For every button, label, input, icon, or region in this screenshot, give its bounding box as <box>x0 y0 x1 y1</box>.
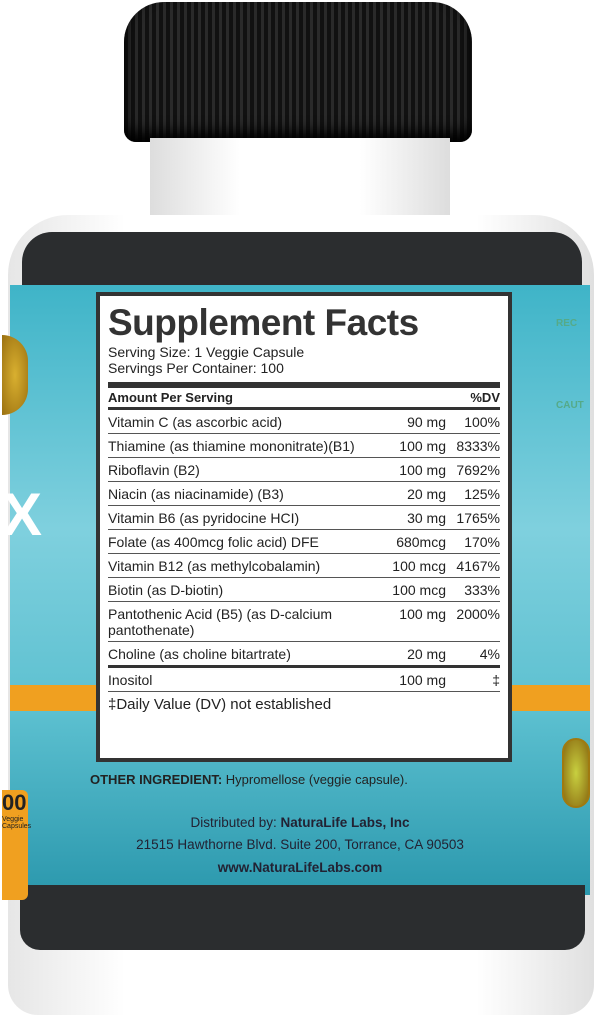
nutrient-dv: 170% <box>464 534 500 550</box>
servings-per-container: Servings Per Container: 100 <box>108 360 284 376</box>
facts-title: Supplement Facts <box>108 302 419 343</box>
nutrient-name: Vitamin B6 (as pyridocine HCI) <box>108 510 300 526</box>
nutrient-amount: 100 mg <box>399 462 446 478</box>
nutrient-name: Riboflavin (B2) <box>108 462 200 478</box>
nutrient-amount: 100 mg <box>399 606 446 622</box>
nutrient-amount: 100 mg <box>399 438 446 454</box>
nutrient-name: Pantothenic Acid (B5) (as D-calcium pant… <box>108 606 333 638</box>
nutrient-row: Riboflavin (B2) 100 mg 7692% <box>108 458 500 482</box>
count-caption: Veggie Capsules <box>2 816 32 830</box>
nutrient-row: Niacin (as niacinamide) (B3) 20 mg 125% <box>108 482 500 506</box>
dv-header: %DV <box>470 390 500 405</box>
nutrient-dv: 2000% <box>456 606 500 622</box>
nutrient-name: Vitamin B12 (as methylcobalamin) <box>108 558 321 574</box>
nutrient-dv: 4% <box>479 646 500 662</box>
count: 00 <box>2 790 27 815</box>
nutrient-dv: ‡ <box>492 672 500 688</box>
nutrient-row: Pantothenic Acid (B5) (as D-calcium pant… <box>108 602 500 642</box>
supplement-facts-panel: Supplement Facts Serving Size: 1 Veggie … <box>96 292 512 762</box>
nutrient-amount: 30 mg <box>407 510 446 526</box>
left-seal-icon <box>2 335 28 415</box>
distributor-address: 21515 Hawthorne Blvd. Suite 200, Torranc… <box>136 837 464 852</box>
distributor-prefix: Distributed by: <box>190 815 281 830</box>
quality-seal-icon <box>562 738 590 808</box>
nutrient-row: Biotin (as D-biotin) 100 mcg 333% <box>108 578 500 602</box>
nutrient-dv: 7692% <box>456 462 500 478</box>
distributor-website: www.NaturaLifeLabs.com <box>217 860 383 875</box>
count-badge: 00 Veggie Capsules <box>2 790 32 900</box>
distributor: Distributed by: NaturaLife Labs, Inc <box>100 815 500 830</box>
nutrient-dv: 333% <box>464 582 500 598</box>
nutrient-amount: 100 mg <box>399 672 446 688</box>
bottle-cap <box>124 2 472 142</box>
nutrient-row: Folate (as 400mcg folic acid) DFE 680mcg 1… <box>108 530 500 554</box>
side-caution: CAUT <box>556 400 584 411</box>
nutrient-amount: 20 mg <box>407 646 446 662</box>
side-letter: X <box>2 481 43 548</box>
serving-size: Serving Size: 1 Veggie Capsule <box>108 344 305 360</box>
nutrient-amount: 90 mg <box>407 414 446 430</box>
nutrient-dv: 8333% <box>456 438 500 454</box>
amount-header: Amount Per Serving <box>108 390 233 405</box>
distributor-name: NaturaLife Labs, Inc <box>280 815 410 830</box>
nutrient-name: Thiamine (as thiamine mononitrate)(B1) <box>108 438 355 454</box>
other-ingredient-label: OTHER INGREDIENT: <box>90 772 223 787</box>
nutrient-name: Biotin (as D-biotin) <box>108 582 224 598</box>
nutrient-name: Folate (as 400mcg folic acid) DFE <box>108 534 319 550</box>
orange-stripe-left <box>10 685 100 711</box>
footnote: ‡Daily Value (DV) not established <box>108 696 332 713</box>
label-bottom-band <box>20 885 585 950</box>
side-rec: REC <box>556 318 578 329</box>
nutrient-dv: 125% <box>464 486 500 502</box>
nutrient-dv: 100% <box>464 414 500 430</box>
nutrient-name: Inositol <box>108 672 153 688</box>
nutrient-amount: 100 mcg <box>392 558 446 574</box>
nutrient-amount: 20 mg <box>407 486 446 502</box>
nutrient-name: Choline (as choline bitartrate) <box>108 646 291 662</box>
nutrient-row: Vitamin C (as ascorbic acid) 90 mg 100% <box>108 410 500 434</box>
nutrient-row: Thiamine (as thiamine mononitrate)(B1) 10… <box>108 434 500 458</box>
nutrient-row: Vitamin B12 (as methylcobalamin) 100 mcg 4… <box>108 554 500 578</box>
nutrient-row: Vitamin B6 (as pyridocine HCI) 30 mg 1765% <box>108 506 500 530</box>
label-top-band <box>22 232 582 292</box>
other-ingredient: OTHER INGREDIENT: Hypromellose (veggie c… <box>90 772 408 787</box>
nutrient-name: Vitamin C (as ascorbic acid) <box>108 414 283 430</box>
nutrient-dv: 4167% <box>456 558 500 574</box>
orange-stripe-right <box>512 685 590 711</box>
nutrient-amount: 100 mcg <box>392 582 446 598</box>
nutrient-row: Choline (as choline bitartrate) 20 mg 4% <box>108 642 500 668</box>
nutrient-name: Niacin (as niacinamide) (B3) <box>108 486 284 502</box>
facts-header: Amount Per Serving %DV <box>108 388 500 410</box>
nutrient-row: Inositol 100 mg ‡ <box>108 668 500 692</box>
nutrient-dv: 1765% <box>456 510 500 526</box>
nutrient-amount: 680mcg <box>396 534 446 550</box>
other-ingredient-value: Hypromellose (veggie capsule). <box>222 772 408 787</box>
